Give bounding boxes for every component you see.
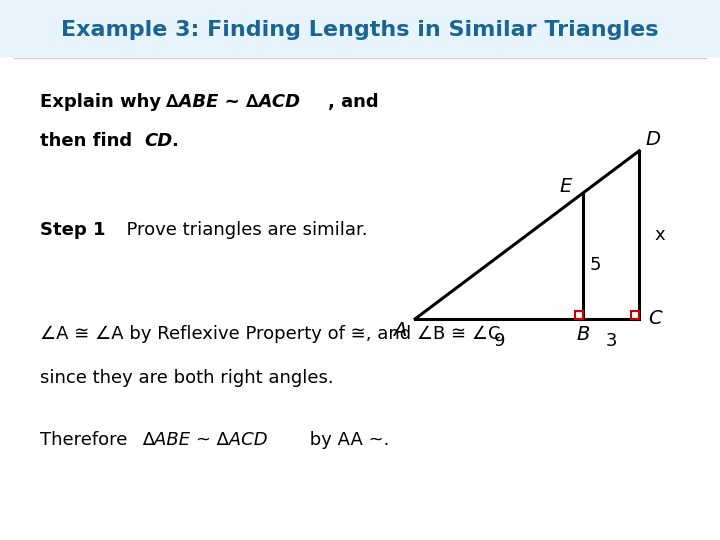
- Text: , and: , and: [328, 93, 378, 111]
- Text: B: B: [577, 325, 590, 344]
- Text: Therefore: Therefore: [40, 431, 132, 449]
- Text: 5: 5: [590, 256, 601, 274]
- Text: then find: then find: [40, 132, 138, 150]
- Text: Step 1: Step 1: [40, 221, 105, 239]
- Text: D: D: [645, 130, 660, 149]
- Text: CD: CD: [144, 132, 172, 150]
- Text: since they are both right angles.: since they are both right angles.: [40, 369, 333, 387]
- Text: 3: 3: [606, 332, 617, 350]
- Text: A: A: [393, 321, 406, 340]
- Text: 9: 9: [493, 332, 505, 350]
- Text: C: C: [648, 309, 662, 328]
- Text: x: x: [654, 226, 665, 244]
- Text: E: E: [559, 177, 572, 195]
- Text: ∆ABE ~ ∆ACD: ∆ABE ~ ∆ACD: [166, 93, 300, 111]
- Text: .: .: [171, 132, 179, 150]
- Text: ∆ABE ~ ∆ACD: ∆ABE ~ ∆ACD: [142, 431, 267, 449]
- Text: Explain why: Explain why: [40, 93, 167, 111]
- Text: Example 3: Finding Lengths in Similar Triangles: Example 3: Finding Lengths in Similar Tr…: [61, 19, 659, 40]
- Text: Prove triangles are similar.: Prove triangles are similar.: [115, 221, 368, 239]
- Text: by AA ~.: by AA ~.: [304, 431, 390, 449]
- Text: ∠A ≅ ∠A by Reflexive Property of ≅, and ∠B ≅ ∠C: ∠A ≅ ∠A by Reflexive Property of ≅, and …: [40, 325, 500, 343]
